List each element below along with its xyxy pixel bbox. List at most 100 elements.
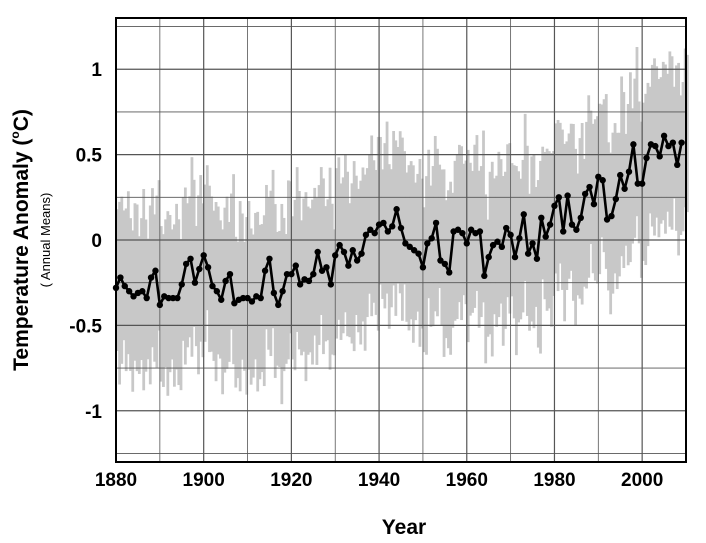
band-segment (615, 132, 619, 290)
annual-mean-point (630, 141, 637, 148)
annual-mean-point (204, 264, 212, 271)
annual-mean-point (380, 219, 387, 227)
band-segment (482, 130, 485, 303)
band-segment (504, 171, 507, 329)
annual-mean-point (608, 212, 615, 220)
band-segment (240, 213, 244, 360)
annual-mean-point (586, 183, 593, 191)
band-segment (243, 241, 246, 371)
annual-mean-point (371, 229, 378, 237)
band-segment (589, 110, 593, 245)
annual-mean-point (555, 194, 563, 201)
annual-mean-point (485, 253, 492, 261)
annual-mean-point (292, 262, 299, 269)
annual-mean-point (463, 240, 470, 247)
band-segment (681, 82, 685, 232)
annual-mean-point (187, 255, 194, 262)
annual-mean-point (568, 221, 576, 228)
grid-layer (115, 18, 687, 462)
annual-mean-point (393, 206, 400, 213)
annual-mean-point (424, 240, 431, 247)
band-segment (565, 141, 569, 290)
annual-mean-point (494, 238, 501, 245)
band-segment (175, 203, 178, 370)
band-segment (468, 162, 472, 316)
annual-mean-point (218, 296, 225, 303)
band-segment (552, 151, 556, 296)
band-segment (403, 151, 406, 285)
band-segment (179, 239, 183, 391)
annual-mean-point (581, 190, 589, 198)
annual-mean-point (169, 294, 177, 302)
band-segment (359, 180, 363, 345)
annual-mean-point (121, 282, 128, 290)
annual-mean-point (117, 274, 124, 281)
annual-mean-point (261, 267, 269, 274)
annual-mean-point (345, 262, 352, 269)
band-segment (232, 174, 235, 365)
annual-mean-point (590, 200, 598, 208)
band-segment (668, 51, 672, 227)
band-segment (333, 229, 336, 356)
band-segment (379, 136, 382, 285)
band-segment (151, 188, 154, 348)
annual-mean-point (283, 270, 291, 278)
band-segment (646, 82, 650, 247)
annual-mean-point (498, 243, 506, 251)
band-segment (385, 121, 389, 294)
annual-mean-point (209, 282, 216, 290)
y-axis-title-text: Temperature Anomaly ( (10, 139, 33, 371)
band-segment (287, 180, 290, 360)
annual-mean-point (678, 139, 685, 146)
band-segment (675, 65, 678, 231)
band-segment (295, 167, 299, 332)
annual-mean-point (446, 269, 453, 276)
band-segment (477, 170, 481, 328)
band-segment (262, 215, 266, 387)
annual-mean-point (516, 235, 523, 242)
y-axis-title: Temperature Anomaly (oC) (8, 109, 33, 371)
band-segment (315, 197, 319, 365)
band-segment (451, 192, 455, 328)
annual-mean-point (634, 180, 641, 187)
uncertainty-band-layer (116, 47, 689, 405)
band-segment (536, 180, 540, 348)
plot-frame (115, 17, 687, 463)
band-segment (230, 193, 233, 330)
x-tick-label: 1900 (183, 470, 225, 491)
annual-mean-point (314, 248, 321, 256)
band-segment (131, 230, 135, 392)
annual-mean-point (222, 277, 229, 285)
band-segment (199, 175, 203, 342)
annual-mean-point (270, 289, 278, 297)
annual-mean-point (481, 272, 488, 280)
band-segment (170, 229, 174, 360)
band-segment (486, 219, 490, 337)
band-segment (455, 154, 459, 320)
y-axis-unit: C) (10, 109, 33, 131)
annual-mean-point (165, 294, 172, 302)
annual-mean-point (139, 288, 146, 295)
annual-mean-point (406, 243, 413, 251)
band-segment (411, 165, 415, 343)
band-segment (626, 104, 630, 266)
annual-mean-point (257, 294, 264, 302)
band-segment (238, 201, 242, 392)
band-segment (181, 197, 185, 341)
annual-mean-point (577, 214, 584, 221)
band-segment (258, 224, 262, 380)
annual-mean-point (332, 252, 339, 259)
annual-mean-point (389, 223, 396, 230)
band-segment (387, 164, 391, 329)
band-segment (686, 54, 689, 213)
band-segment (604, 94, 608, 269)
band-segment (420, 178, 424, 329)
annual-mean-point (520, 211, 527, 218)
annual-mean-point (174, 294, 181, 302)
annual-mean-point (275, 301, 282, 309)
band-segment (137, 236, 141, 374)
annual-mean-point (511, 253, 519, 261)
band-segment (254, 212, 257, 360)
annual-mean-point (454, 226, 462, 233)
